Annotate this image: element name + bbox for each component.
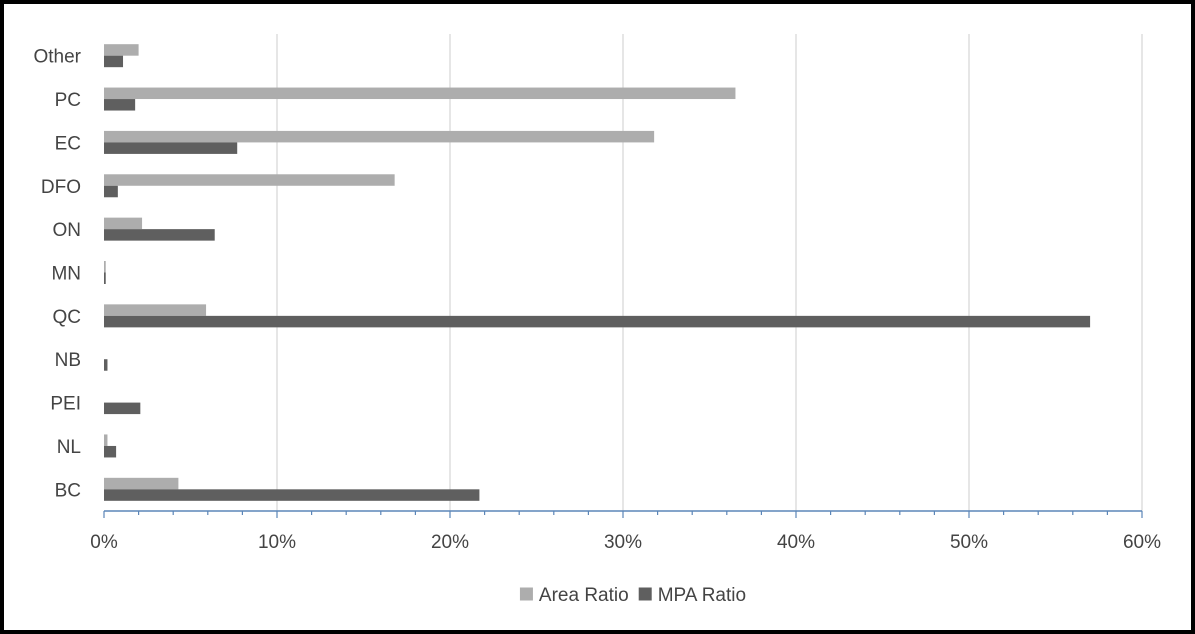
bar-mpa-ratio [104,229,215,241]
x-tick-label: 0% [90,532,118,553]
bar-mpa-ratio [104,273,106,285]
x-tick-label: 30% [604,532,642,553]
x-tick-label: 60% [1123,532,1161,553]
bar-area-ratio [104,261,106,273]
category-label: ON [53,220,82,241]
bars [104,44,1090,501]
category-label: EC [55,133,81,154]
category-label: BC [55,480,81,501]
bar-area-ratio [104,304,206,316]
category-label: PC [55,90,81,111]
bar-area-ratio [104,218,142,230]
bar-mpa-ratio [104,99,135,111]
category-label: QC [53,307,82,328]
bar-area-ratio [104,174,395,186]
x-tick-label: 40% [777,532,815,553]
legend: Area Ratio MPA Ratio [520,585,746,606]
x-tick-label: 20% [431,532,469,553]
bar-area-ratio [104,434,107,446]
bar-area-ratio [104,44,139,56]
gridlines [277,34,1142,511]
bar-mpa-ratio [104,56,123,68]
bar-area-ratio [104,478,178,490]
legend-label: MPA Ratio [658,585,746,606]
x-axis: 0% 10% 20% 30% 40% 50% 60% [90,511,1161,553]
legend-item: Area Ratio [520,585,629,606]
legend-label: Area Ratio [539,585,629,606]
bar-mpa-ratio [104,403,140,415]
bar-area-ratio [104,88,735,100]
bar-mpa-ratio [104,186,118,198]
category-label: DFO [41,177,81,198]
bar-mpa-ratio [104,142,237,154]
bar-mpa-ratio [104,316,1090,328]
legend-item: MPA Ratio [639,585,746,606]
bar-area-ratio [104,131,654,143]
bar-mpa-ratio [104,489,479,501]
category-label: NL [57,437,81,458]
category-labels: BC NL PEI NB QC MN ON DFO EC PC Other [33,47,81,502]
bar-mpa-ratio [104,359,107,371]
legend-swatch [639,588,652,601]
category-label: Other [33,47,81,68]
category-label: PEI [50,394,81,415]
x-tick-label: 50% [950,532,988,553]
category-label: NB [55,350,81,371]
x-tick-label: 10% [258,532,296,553]
bar-mpa-ratio [104,446,116,458]
legend-swatch [520,588,533,601]
category-label: MN [51,264,81,285]
